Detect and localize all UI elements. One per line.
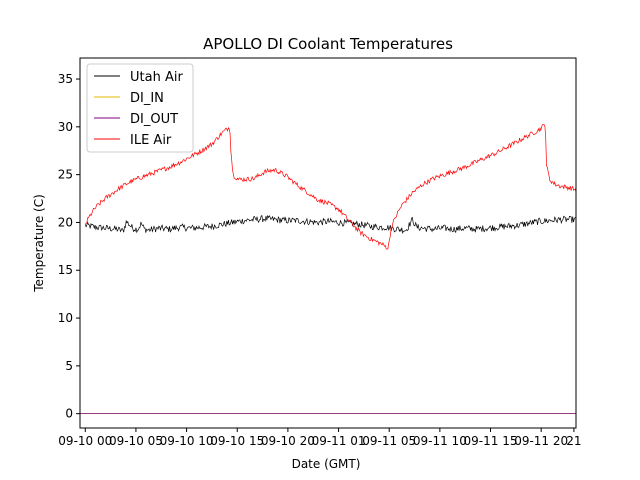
y-tick-label: 15: [58, 263, 73, 277]
legend-label: DI_OUT: [130, 112, 178, 127]
x-tick-label: 09-10 05: [109, 434, 163, 448]
legend-box: [86, 63, 194, 153]
plot-area-frame: [79, 57, 577, 429]
legend: Utah Air DI_IN DI_OUT ILE Air: [86, 63, 194, 153]
y-axis: 0 5 10 15 20 25 30 35: [58, 72, 80, 421]
x-tick-label: 09-11 15: [464, 434, 518, 448]
y-tick-label: 35: [58, 72, 73, 86]
x-tick-label: 09-10 15: [210, 434, 264, 448]
x-tick-label: 09-10 10: [160, 434, 214, 448]
legend-label: Utah Air: [130, 70, 183, 85]
y-axis-label: Temperature (C): [32, 194, 46, 293]
y-tick-label: 0: [65, 407, 73, 421]
x-tick-label: 09-11 20: [514, 434, 568, 448]
x-tick-label: 09-11 01: [312, 434, 366, 448]
y-tick-label: 25: [58, 168, 73, 182]
series-line-ile-air: [85, 124, 576, 250]
y-tick-label: 20: [58, 215, 73, 229]
legend-label: ILE Air: [130, 133, 172, 148]
x-tick-label: 09-11 10: [413, 434, 467, 448]
x-tick-label: 09-10 00: [58, 434, 112, 448]
legend-label: DI_IN: [130, 91, 164, 106]
chart-title: APOLLO DI Coolant Temperatures: [203, 35, 453, 53]
y-tick-label: 5: [65, 359, 73, 373]
x-tick-label: 09-10 20: [261, 434, 315, 448]
y-tick-label: 30: [58, 120, 73, 134]
y-tick-label: 10: [58, 311, 73, 325]
x-tick-label: 09-11 05: [362, 434, 416, 448]
x-tick-label: 21: [566, 434, 581, 448]
series-line-utah-air: [84, 214, 576, 234]
series-layer: [80, 124, 576, 415]
x-axis-label: Date (GMT): [292, 457, 361, 471]
